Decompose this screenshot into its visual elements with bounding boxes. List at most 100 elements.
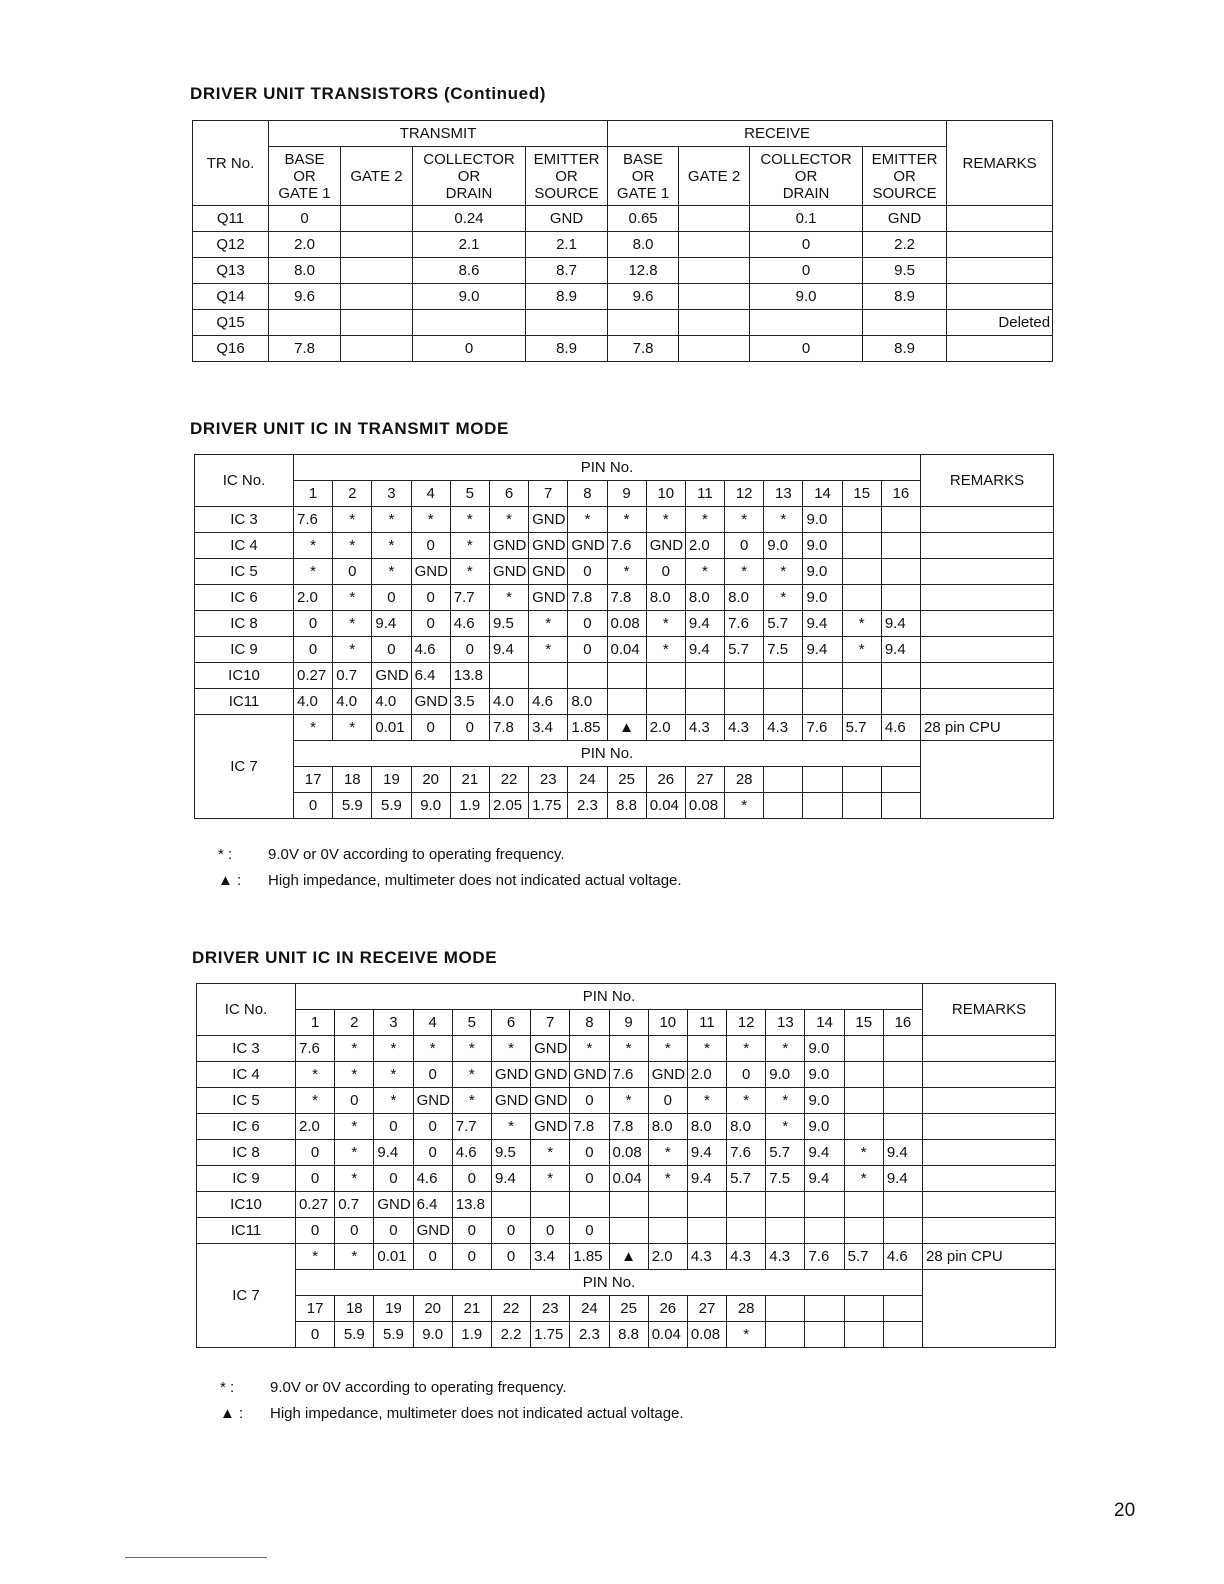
tr-no-cell: Q13	[192, 257, 269, 284]
column-header: COLLECTOR OR DRAIN	[412, 146, 526, 206]
value-cell: 0	[371, 584, 412, 611]
value-cell	[880, 662, 922, 689]
value-cell	[608, 1217, 649, 1244]
value-cell: *	[645, 506, 686, 533]
value-cell: 0	[332, 558, 373, 585]
value-cell: *	[410, 506, 451, 533]
value-cell	[678, 205, 751, 232]
ic-transmit-title: DRIVER UNIT IC IN TRANSMIT MODE	[190, 419, 509, 438]
value-cell: *	[373, 1035, 414, 1062]
value-cell: 0.27	[292, 662, 334, 689]
pin-number: 11	[684, 480, 726, 507]
table-row: IC 3 7.6 * * * * * GND * * * * * * 9.0	[196, 1035, 1057, 1062]
table-row: IC 6 2.0 * 0 0 7.7 * GND 7.8 7.8 8.0 8.0 8.0 * 9.0	[196, 1113, 1057, 1140]
value-cell: 8.7	[524, 257, 609, 284]
pin-number: 18	[334, 1295, 375, 1322]
value-cell: *	[334, 1139, 375, 1166]
value-cell: *	[334, 1113, 375, 1140]
value-cell: 9.0	[412, 1321, 453, 1348]
ic-no-cell: IC 9	[196, 1165, 296, 1192]
pin-number: 3	[373, 1009, 414, 1036]
tr-no-cell: Q15	[192, 309, 269, 336]
value-cell: 7.6	[606, 532, 647, 559]
value-cell: GND	[410, 558, 451, 585]
value-cell: *	[371, 532, 412, 559]
ic-no-cell: IC11	[194, 688, 294, 715]
column-header: COLLECTOR OR DRAIN	[749, 146, 864, 206]
value-cell	[882, 1061, 924, 1088]
pin-number: 27	[684, 766, 726, 793]
value-cell	[802, 662, 843, 689]
ic-no-cell: IC10	[194, 662, 294, 689]
value-cell: GND	[412, 1087, 453, 1114]
remarks-cell	[920, 662, 1055, 689]
value-cell: 8.0	[567, 688, 608, 715]
value-cell	[882, 1321, 924, 1348]
pin-number: 25	[606, 766, 647, 793]
value-cell: *	[292, 714, 334, 741]
value-cell: 0	[294, 1139, 336, 1166]
value-cell: 8.0	[724, 584, 765, 611]
pin-number: 25	[608, 1295, 649, 1322]
ic-no-cell: IC 4	[194, 532, 294, 559]
value-cell: 9.4	[488, 636, 530, 663]
value-cell	[608, 1191, 649, 1218]
column-header: BASE OR GATE 1	[607, 146, 680, 206]
table-row: Q15 Deleted	[192, 309, 1054, 336]
value-cell: 5.7	[763, 610, 804, 637]
value-cell: 9.0	[802, 532, 843, 559]
value-cell: 0.04	[608, 1165, 649, 1192]
value-cell: *	[686, 1035, 728, 1062]
value-cell: 0.08	[686, 1321, 728, 1348]
value-cell: *	[451, 1035, 492, 1062]
value-cell	[765, 1217, 806, 1244]
value-cell	[946, 335, 1054, 362]
value-cell	[843, 1217, 884, 1244]
value-cell: 2.0	[647, 1243, 688, 1270]
ic-no-cell: IC 3	[194, 506, 294, 533]
value-cell	[490, 1191, 532, 1218]
pin-number: 1	[294, 1009, 336, 1036]
value-cell: 9.0	[804, 1061, 845, 1088]
value-cell: *	[763, 506, 804, 533]
pin-number: 7	[530, 1009, 571, 1036]
pin-number	[880, 766, 922, 793]
value-cell: 4.3	[724, 714, 765, 741]
value-cell: 5.7	[841, 714, 882, 741]
value-cell: 2.1	[412, 231, 526, 258]
value-cell: 9.4	[686, 1165, 728, 1192]
value-cell: *	[684, 558, 726, 585]
value-cell	[804, 1321, 845, 1348]
tr-no-cell: Q11	[192, 205, 269, 232]
value-cell: 7.6	[294, 1035, 336, 1062]
value-cell: 0	[490, 1243, 532, 1270]
value-cell: 9.0	[410, 792, 451, 819]
value-cell	[678, 231, 751, 258]
value-cell: *	[373, 1087, 414, 1114]
transmit-note-asterisk: * : 9.0V or 0V according to operating fre…	[218, 846, 565, 863]
value-cell: 7.7	[449, 584, 490, 611]
pin-no-header: PIN No.	[292, 740, 922, 767]
value-cell: 1.9	[449, 792, 490, 819]
pin-number: 14	[804, 1009, 845, 1036]
value-cell: 0.08	[608, 1139, 649, 1166]
value-cell	[678, 283, 751, 310]
value-cell: 9.0	[412, 283, 526, 310]
value-cell: 2.2	[862, 231, 948, 258]
value-cell: 9.0	[765, 1061, 806, 1088]
value-cell: ▲	[608, 1243, 649, 1270]
value-cell: 7.6	[802, 714, 843, 741]
value-cell: GND	[490, 1087, 532, 1114]
value-cell: 0	[749, 257, 864, 284]
value-cell: *	[451, 1087, 492, 1114]
value-cell: 9.4	[802, 636, 843, 663]
ic7-value-row: 0 5.9 5.9 9.0 1.9 2.05 1.75 2.3 8.8 0.04 0.08 *	[195, 792, 1054, 819]
value-cell	[880, 688, 922, 715]
value-cell: 1.85	[567, 714, 608, 741]
value-cell: *	[608, 1035, 649, 1062]
value-cell: 7.8	[607, 335, 680, 362]
value-cell: GND	[528, 506, 569, 533]
value-cell: 8.0	[726, 1113, 767, 1140]
value-cell: 0	[373, 1165, 414, 1192]
table-row: IC 5 * 0 * GND * GND GND 0 * 0 * * * 9.0	[194, 558, 1055, 585]
